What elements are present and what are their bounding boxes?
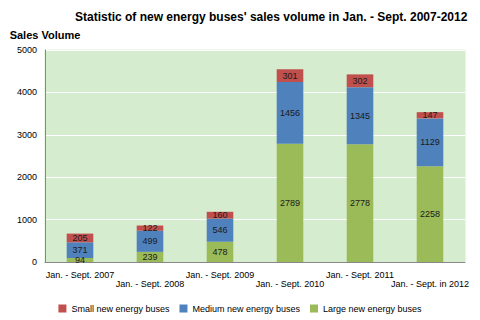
svg-text:205: 205 [72,233,87,243]
svg-text:302: 302 [352,76,367,86]
svg-text:499: 499 [142,236,157,246]
svg-text:1000: 1000 [17,215,37,225]
svg-text:Sales Volume: Sales Volume [10,29,81,41]
svg-text:1129: 1129 [420,137,439,147]
svg-text:546: 546 [212,225,227,235]
svg-text:478: 478 [212,247,227,257]
svg-text:2778: 2778 [350,198,370,208]
svg-text:Small new energy buses: Small new energy buses [71,304,170,314]
svg-text:Jan. - Sept. 2011: Jan. - Sept. 2011 [326,270,394,280]
svg-text:2258: 2258 [420,209,440,219]
svg-text:94: 94 [75,255,85,265]
svg-text:Jan. - Sept. 2010: Jan. - Sept. 2010 [256,279,325,289]
svg-text:Jan. - Sept. 2007: Jan. - Sept. 2007 [46,270,115,280]
svg-text:5000: 5000 [17,45,37,55]
svg-text:1456: 1456 [280,108,300,118]
svg-text:122: 122 [142,223,157,233]
svg-text:3000: 3000 [17,130,37,140]
svg-text:Jan. - Sept. 2008: Jan. - Sept. 2008 [116,279,185,289]
svg-text:147: 147 [422,110,437,120]
svg-text:Statistic of new energy buses': Statistic of new energy buses' sales vol… [75,10,468,24]
svg-text:Jan. - Sept. 2009: Jan. - Sept. 2009 [186,270,255,280]
svg-text:4000: 4000 [17,87,37,97]
svg-text:Large new energy buses: Large new energy buses [323,304,422,314]
svg-text:2789: 2789 [280,198,300,208]
svg-text:371: 371 [72,245,87,255]
svg-text:301: 301 [282,71,297,81]
svg-text:2000: 2000 [17,172,37,182]
svg-text:1345: 1345 [350,111,370,121]
svg-text:160: 160 [212,210,227,220]
svg-text:0: 0 [32,257,37,267]
svg-text:Jan. - Sept. in 2012: Jan. - Sept. in 2012 [391,279,469,289]
svg-text:239: 239 [142,252,157,262]
svg-text:Medium new energy buses: Medium new energy buses [192,304,300,314]
